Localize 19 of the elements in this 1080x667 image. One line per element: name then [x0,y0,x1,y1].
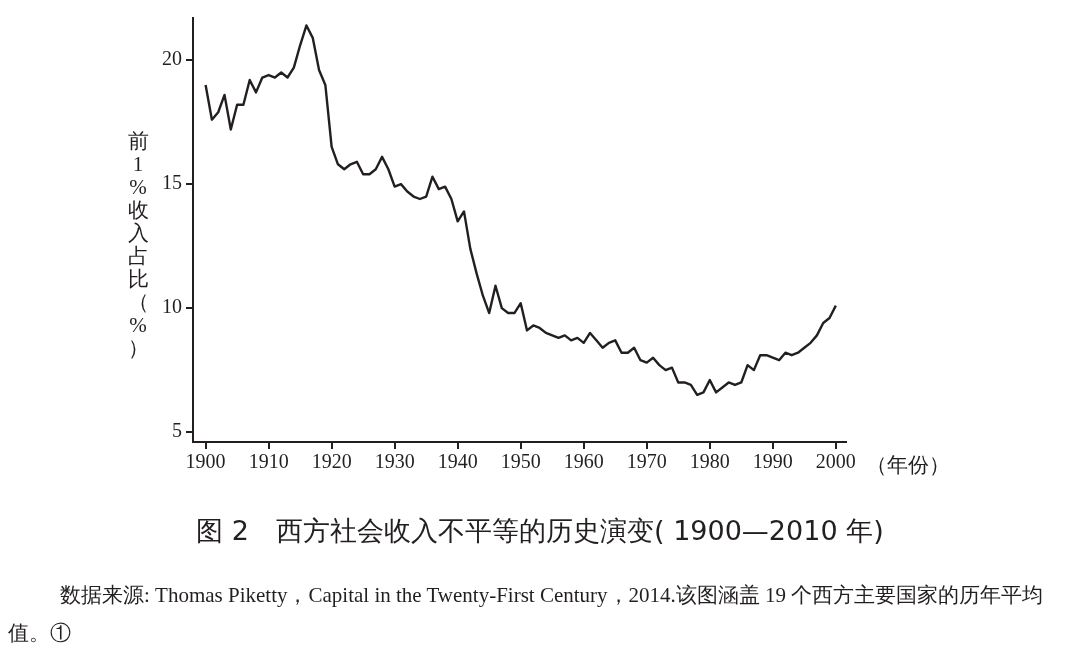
y-tick-label: 5 [172,419,182,442]
x-tick-label: 1950 [500,450,541,473]
x-tick-label: 1970 [626,450,667,473]
text: 前1%收入占比（%） [127,129,149,360]
y-tick-label: 10 [162,295,182,318]
y-tick-label: 15 [162,171,182,194]
x-tick-label: 2000 [815,450,856,473]
x-axis-title: （年份） [866,452,950,479]
x-tick-label: 1930 [374,450,415,473]
x-tick-label: 1980 [689,450,730,473]
x-tick-label: 1910 [248,450,289,473]
x-tick-label: 1920 [311,450,352,473]
text: 图 2 西方社会收入不平等的历史演变( 1900—2010 年) [195,514,885,548]
x-tick-label: 1940 [437,450,478,473]
x-tick-label: 1960 [563,450,604,473]
x-tick-label: 1900 [185,450,226,473]
y-tick-label: 20 [162,47,182,70]
source-note: 数据来源: Thomas Piketty，Capital in the Twenty-First Century，2014.该图涵盖 19 个西方主要国家的历年平均值。① [8,582,1045,647]
x-tick-label: 1990 [752,450,793,473]
